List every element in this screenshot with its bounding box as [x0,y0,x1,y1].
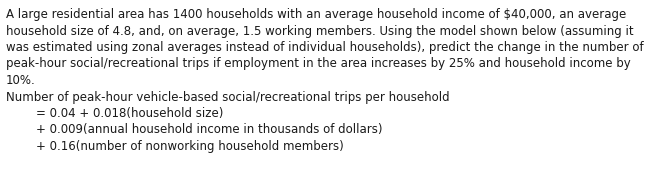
Text: + 0.16(number of nonworking household members): + 0.16(number of nonworking household me… [6,140,344,153]
Text: household size of 4.8, and, on average, 1.5 working members. Using the model sho: household size of 4.8, and, on average, … [6,24,634,38]
Text: = 0.04 + 0.018(household size): = 0.04 + 0.018(household size) [6,107,223,120]
Text: was estimated using zonal averages instead of individual households), predict th: was estimated using zonal averages inste… [6,41,644,54]
Text: 10%.: 10%. [6,74,35,87]
Text: Number of peak-hour vehicle-based social/recreational trips per household: Number of peak-hour vehicle-based social… [6,90,450,104]
Text: peak-hour social/recreational trips if employment in the area increases by 25% a: peak-hour social/recreational trips if e… [6,58,631,70]
Text: A large residential area has 1400 households with an average household income of: A large residential area has 1400 househ… [6,8,626,21]
Text: + 0.009(annual household income in thousands of dollars): + 0.009(annual household income in thous… [6,124,383,136]
